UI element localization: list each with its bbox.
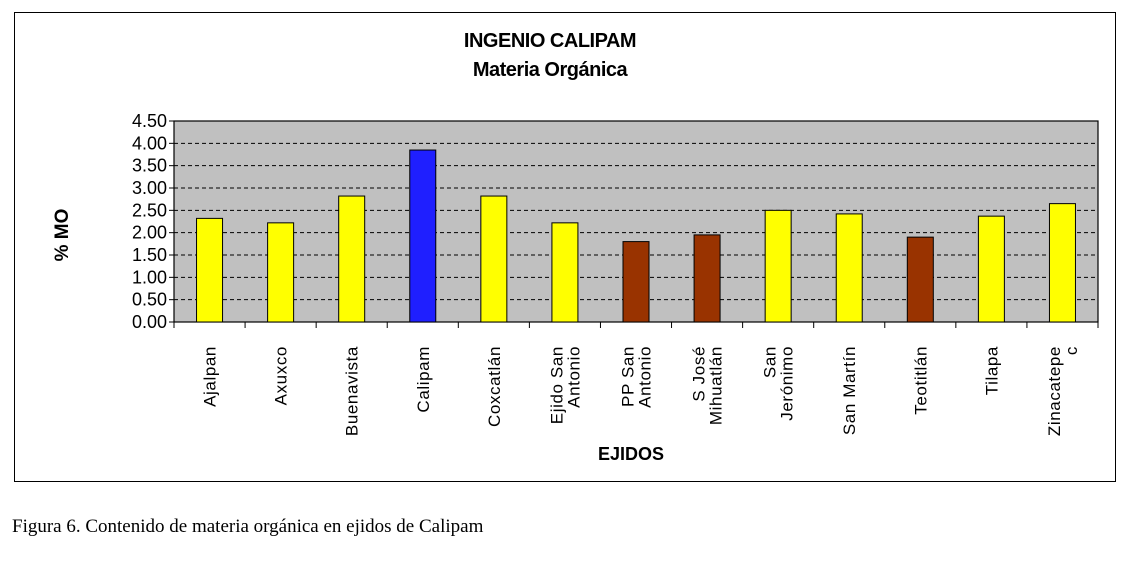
bar-s-josé-mihuatlán [693,234,721,323]
x-tick-label: San [761,346,780,378]
x-tick-label: Mihuatlán [707,346,726,425]
x-tick-label: S José [690,346,709,402]
x-tick-label: c [1062,346,1081,355]
x-tick-label: Antonio [636,346,655,408]
y-tick-label: 0.50 [132,290,167,310]
bar-ejido-san-antonio [551,222,579,323]
y-tick-label: 4.00 [132,133,167,153]
x-tick-label: Coxcatlán [485,346,504,427]
x-tick-label: San Martín [840,346,859,435]
x-tick-label: Calipam [414,346,433,413]
bar-ajalpan [196,217,224,323]
plot-area: 0.000.50 1.001.502.00 2.503.003.50 4.004.50… [132,111,1099,436]
y-tick-label: 2.00 [132,223,167,243]
bar-san-martín [835,213,863,323]
bar-coxcatlán [480,195,508,323]
bar-tilapa [977,215,1005,323]
chart-title: INGENIO CALIPAM [464,30,636,52]
x-tick-label: Ejido San [547,346,566,424]
y-tick-label: 1.00 [132,267,167,287]
y-tick-label: 3.00 [132,178,167,198]
bar-buenavista [338,195,366,323]
bar-zinacatepec [1048,203,1076,323]
bar-calipam [409,149,437,323]
x-tick-label: Antonio [564,346,583,408]
x-tick-label: PP San [619,346,638,407]
bar-pp-san-antonio [622,241,650,323]
bar-san-jerónimo [764,209,792,323]
chart-svg: INGENIO CALIPAM Materia Orgánica 0.000.5… [52,30,1099,464]
y-tick-label: 1.50 [132,245,167,265]
bar-teotitlán [906,236,934,323]
figure-caption: Figura 6. Contenido de materia orgánica … [12,516,484,537]
x-tick-label: Jerónimo [778,346,797,421]
y-tick-label: 2.50 [132,200,167,220]
bar-axuxco [267,222,295,323]
y-tick-label: 3.50 [132,156,167,176]
x-tick-label: Tilapa [982,346,1001,395]
x-tick-label: Axuxco [272,346,291,405]
x-tick-label: Zinacatepe [1045,346,1064,436]
y-tick-label: 0.00 [132,312,167,332]
x-tick-label: Ajalpan [201,346,220,407]
y-tick-label: 4.50 [132,111,167,131]
x-axis-label: EJIDOS [598,444,664,464]
chart-subtitle: Materia Orgánica [473,59,629,81]
chart-frame: INGENIO CALIPAM Materia Orgánica 0.00 0.5… [14,12,1116,482]
x-tick-label: Buenavista [343,346,362,436]
x-tick-label: Teotitlán [911,346,930,415]
y-axis-label: % MO [52,209,73,262]
